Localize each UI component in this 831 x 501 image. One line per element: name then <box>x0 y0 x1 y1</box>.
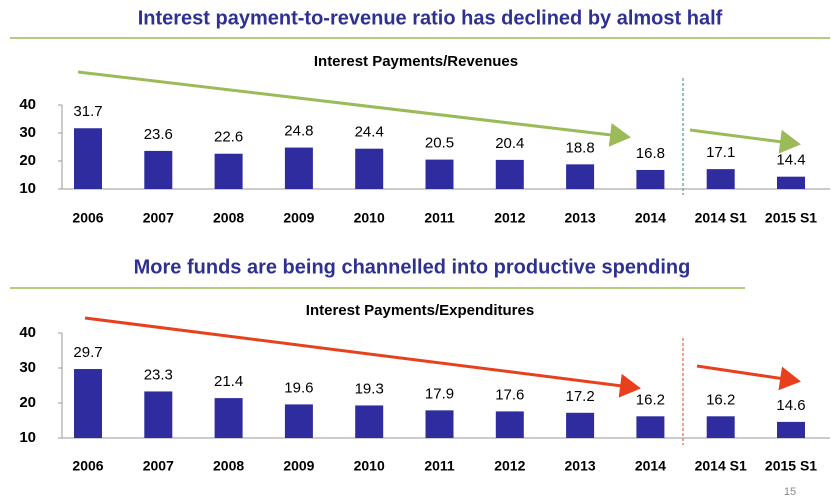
chart-title: Interest Payments/Expenditures <box>306 302 534 319</box>
bar <box>706 169 735 189</box>
value-label: 24.8 <box>284 123 313 140</box>
value-label: 20.4 <box>495 135 524 152</box>
bar <box>566 164 595 189</box>
value-label: 18.8 <box>565 139 594 156</box>
x-tick-label: 2014 S1 <box>695 210 747 226</box>
x-tick-label: 2014 <box>635 458 666 474</box>
trend-arrow <box>689 128 801 154</box>
x-tick-label: 2014 <box>635 210 666 226</box>
value-label: 16.2 <box>636 391 665 408</box>
bar <box>214 398 243 438</box>
trend-arrow <box>696 364 801 391</box>
y-tick-label: 30 <box>19 124 36 141</box>
value-label: 29.7 <box>73 344 102 361</box>
x-tick-label: 2006 <box>72 458 103 474</box>
bar <box>144 150 173 189</box>
value-label: 22.6 <box>214 129 243 146</box>
x-tick-label: 2014 S1 <box>695 458 747 474</box>
x-tick-label: 2015 S1 <box>765 210 817 226</box>
bar <box>636 169 665 189</box>
x-tick-label: 2015 S1 <box>765 458 817 474</box>
value-label: 16.2 <box>706 391 735 408</box>
value-label: 21.4 <box>214 373 243 390</box>
page-number: 15 <box>784 486 796 498</box>
bar <box>355 148 384 189</box>
y-tick-label: 40 <box>19 324 36 341</box>
trend-arrow <box>77 70 631 147</box>
x-tick-label: 2008 <box>213 458 244 474</box>
value-label: 23.6 <box>144 126 173 143</box>
value-label: 17.6 <box>495 386 524 403</box>
bar <box>214 153 243 189</box>
bar <box>144 391 173 438</box>
value-label: 20.5 <box>425 135 454 152</box>
bar <box>566 412 595 438</box>
bar <box>777 421 805 438</box>
value-label: 14.4 <box>776 152 805 169</box>
value-label: 19.6 <box>284 379 313 396</box>
bar <box>74 128 102 189</box>
heading: Interest payment-to-revenue ratio has de… <box>138 7 723 29</box>
x-tick-label: 2006 <box>72 210 103 226</box>
heading: More funds are being channelled into pro… <box>134 256 691 278</box>
bar <box>706 416 735 438</box>
bar <box>495 159 524 189</box>
value-label: 17.2 <box>565 388 594 405</box>
bar <box>425 410 454 438</box>
x-tick-label: 2007 <box>143 210 174 226</box>
x-tick-label: 2012 <box>494 210 525 226</box>
bar <box>425 159 454 189</box>
y-tick-label: 10 <box>19 429 36 446</box>
y-tick-label: 40 <box>19 96 36 113</box>
y-tick-label: 20 <box>19 394 36 411</box>
bar <box>777 176 805 189</box>
y-tick-label: 10 <box>19 180 36 197</box>
x-tick-label: 2009 <box>283 458 314 474</box>
bar <box>636 416 665 438</box>
x-tick-label: 2010 <box>354 458 385 474</box>
bar <box>74 369 102 438</box>
x-tick-label: 2011 <box>424 458 455 474</box>
trend-arrow <box>84 316 641 398</box>
value-label: 17.1 <box>706 144 735 161</box>
value-label: 19.3 <box>355 380 384 397</box>
value-label: 14.6 <box>776 397 805 414</box>
x-tick-label: 2008 <box>213 210 244 226</box>
y-tick-label: 30 <box>19 359 36 376</box>
bar <box>284 404 313 438</box>
x-tick-label: 2012 <box>494 458 525 474</box>
y-tick-label: 20 <box>19 152 36 169</box>
value-label: 17.9 <box>425 385 454 402</box>
x-tick-label: 2013 <box>565 210 596 226</box>
x-tick-label: 2009 <box>283 210 314 226</box>
value-label: 31.7 <box>73 103 102 120</box>
chart-title: Interest Payments/Revenues <box>314 53 518 70</box>
bar <box>355 405 384 438</box>
value-label: 16.8 <box>636 145 665 162</box>
x-tick-label: 2011 <box>424 210 455 226</box>
x-tick-label: 2007 <box>143 458 174 474</box>
value-label: 23.3 <box>144 366 173 383</box>
x-tick-label: 2010 <box>354 210 385 226</box>
value-label: 24.4 <box>355 124 384 141</box>
x-tick-label: 2013 <box>565 458 596 474</box>
bar <box>284 147 313 189</box>
bar <box>495 411 524 438</box>
